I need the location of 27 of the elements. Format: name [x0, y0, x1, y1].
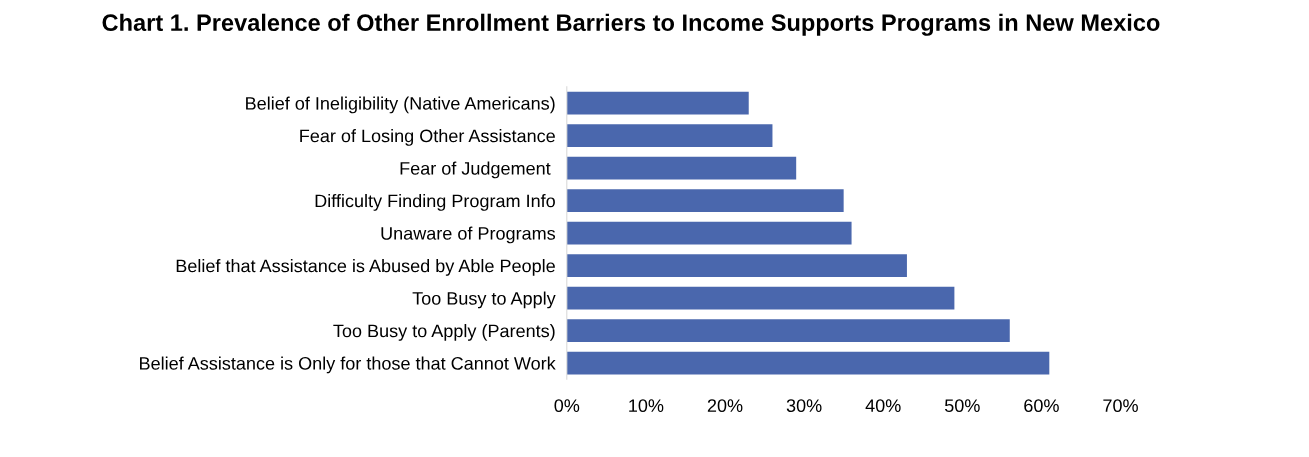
bar	[566, 221, 852, 245]
x-tick-label: 0%	[554, 399, 580, 413]
y-tick-label: Fear of Losing Other Assistance	[300, 129, 555, 146]
bar	[566, 189, 844, 212]
y-tick-label: Belief Assistance is Only for those that Cannot Work	[140, 356, 556, 374]
x-tick-label: 70%	[1103, 399, 1138, 413]
x-tick-label: 30%	[786, 399, 822, 413]
x-tick-label: 20%	[707, 399, 743, 413]
y-tick-label: Fear of Judgement	[400, 161, 551, 179]
bar	[566, 91, 749, 115]
y-tick-label: Unaware of Programs	[381, 226, 556, 244]
y-tick-label: Belief that Assistance is Abused by Able People	[176, 259, 555, 276]
bar	[566, 156, 797, 180]
y-tick-label: Difficulty Finding Program Info	[315, 194, 555, 211]
bar	[566, 286, 955, 310]
x-tick-label: 50%	[944, 399, 980, 413]
x-tick-label: 10%	[629, 399, 664, 413]
x-tick-label: 40%	[865, 399, 901, 413]
y-tick-label: Belief of Ineligibility (Native Americans)	[246, 96, 555, 114]
chart-title: Chart 1. Prevalence of Other Enrollment Barriers to Income Supports Programs in New Mexico	[102, 13, 1160, 36]
bar	[566, 319, 1010, 342]
y-tick-label: Too Busy to Apply	[412, 291, 556, 309]
x-tick-label: 60%	[1024, 399, 1059, 413]
bar	[566, 254, 907, 277]
bar	[566, 124, 773, 147]
bar	[566, 351, 1050, 375]
y-tick-label: Too Busy to Apply (Parents)	[333, 324, 555, 341]
